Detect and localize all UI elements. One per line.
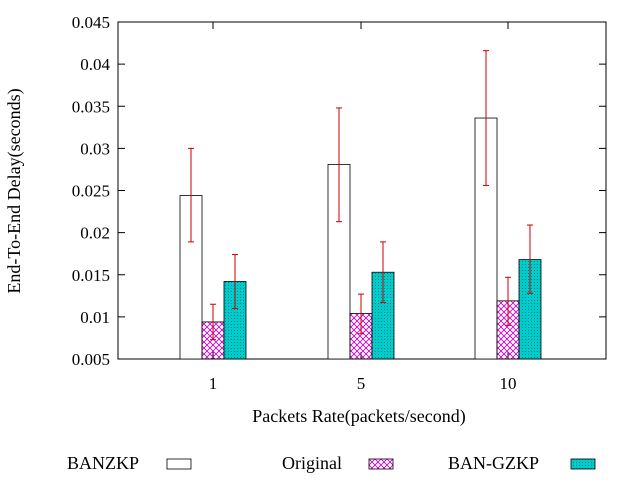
x-axis-label: Packets Rate(packets/second)	[252, 406, 465, 427]
legend-label: Original	[282, 453, 342, 473]
legend-swatch	[570, 458, 596, 470]
legend-swatch	[368, 458, 394, 470]
y-tick-label: 0.005	[72, 350, 110, 369]
x-axis: 1 5 10	[209, 22, 517, 393]
legend-swatch	[166, 458, 192, 470]
bars-layer	[179, 117, 542, 360]
y-tick-label: 0.015	[72, 266, 110, 285]
legend-label: BANZKP	[67, 453, 139, 473]
x-tick-label: 10	[500, 374, 517, 393]
y-tick-label: 0.04	[80, 55, 110, 74]
y-tick-label: 0.03	[80, 139, 110, 158]
y-tick-label: 0.035	[72, 97, 110, 116]
y-tick-label: 0.045	[72, 13, 110, 32]
x-tick-label: 1	[209, 374, 218, 393]
y-tick-label: 0.01	[80, 308, 110, 327]
legend-label: BAN-GZKP	[448, 453, 539, 473]
y-axis-label: End-To-End Delay(seconds)	[4, 88, 25, 293]
x-tick-label: 5	[357, 374, 366, 393]
y-axis: 0.005 0.01 0.015 0.02 0.025 0.03 0.035 0.04 0.04…	[72, 13, 606, 369]
error-bars-layer	[188, 50, 533, 341]
legend: BANZKP Original BAN-GZKP	[67, 453, 596, 473]
y-tick-label: 0.025	[72, 182, 110, 201]
y-tick-label: 0.02	[80, 224, 110, 243]
